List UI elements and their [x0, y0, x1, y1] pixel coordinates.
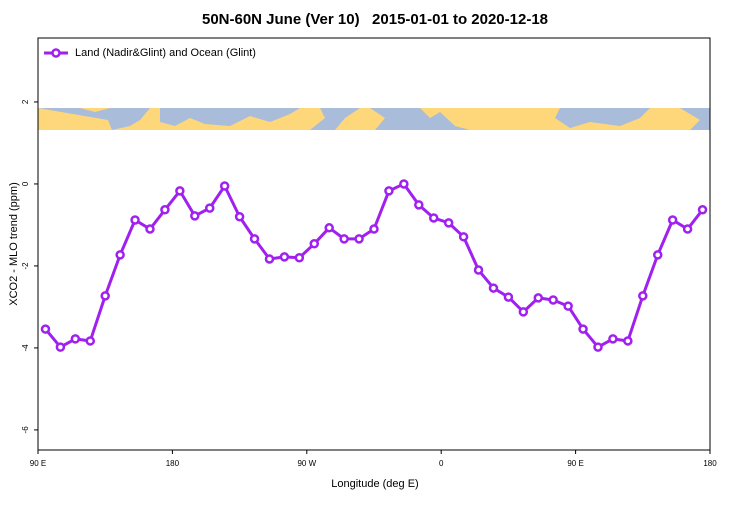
data-point — [190, 211, 200, 221]
data-point — [667, 215, 678, 225]
data-point — [339, 234, 349, 244]
data-point — [608, 334, 618, 344]
x-tick-label: 90 E — [567, 459, 583, 468]
data-point — [443, 218, 454, 228]
data-point — [324, 223, 334, 233]
data-point — [428, 213, 439, 223]
data-point — [40, 324, 51, 334]
data-point — [563, 301, 573, 311]
data-point — [264, 254, 275, 264]
data-point — [473, 265, 484, 275]
y-tick-label: -2 — [21, 262, 30, 270]
data-point — [234, 211, 245, 222]
y-tick-label: 2 — [21, 99, 30, 104]
x-tick-label: 90 E — [30, 459, 46, 468]
x-tick-label: 0 — [439, 459, 444, 468]
data-point — [548, 295, 558, 305]
data-point — [145, 224, 155, 234]
data-point — [100, 291, 110, 301]
data-point — [384, 186, 394, 196]
data-point — [219, 181, 230, 191]
data-point — [533, 293, 544, 303]
data-point — [593, 342, 603, 352]
y-axis-label: XCO2 - MLO trend (ppm) — [8, 182, 20, 305]
data-point — [85, 336, 96, 346]
data-point — [354, 234, 364, 244]
data-point — [623, 336, 633, 346]
series-line — [44, 182, 704, 349]
y-tick-label: -6 — [21, 426, 30, 434]
data-point — [369, 224, 379, 234]
x-tick-label: 90 W — [297, 459, 316, 468]
x-tick-label: 180 — [703, 459, 717, 468]
data-point — [488, 283, 499, 293]
data-point — [294, 252, 305, 263]
data-point — [130, 215, 140, 225]
data-point — [578, 324, 588, 334]
y-tick-label: -4 — [21, 344, 30, 352]
data-point — [458, 232, 469, 242]
data-point — [115, 250, 125, 260]
data-point — [204, 203, 215, 213]
data-point — [697, 205, 708, 215]
chart-title: 50N-60N June (Ver 10) 2015-01-01 to 2020… — [202, 11, 548, 28]
data-point — [70, 334, 81, 344]
data-point — [309, 239, 320, 249]
data-point — [682, 224, 693, 234]
data-point — [414, 200, 424, 210]
y-tick-label: 0 — [21, 181, 30, 186]
x-tick-label: 180 — [166, 459, 180, 468]
data-point — [638, 291, 648, 301]
x-axis-label: Longitude (deg E) — [331, 478, 418, 490]
data-point — [279, 252, 290, 262]
data-point — [160, 205, 170, 215]
map-strip — [38, 108, 710, 130]
data-point — [249, 234, 260, 244]
data-point — [652, 250, 663, 260]
data-point — [55, 342, 66, 352]
plot-frame — [37, 37, 711, 451]
data-point — [399, 179, 409, 189]
legend-marker — [51, 48, 61, 58]
legend-label: Land (Nadir&Glint) and Ocean (Glint) — [75, 47, 256, 59]
data-point — [518, 307, 529, 317]
data-point — [503, 292, 514, 302]
data-point — [175, 186, 185, 196]
